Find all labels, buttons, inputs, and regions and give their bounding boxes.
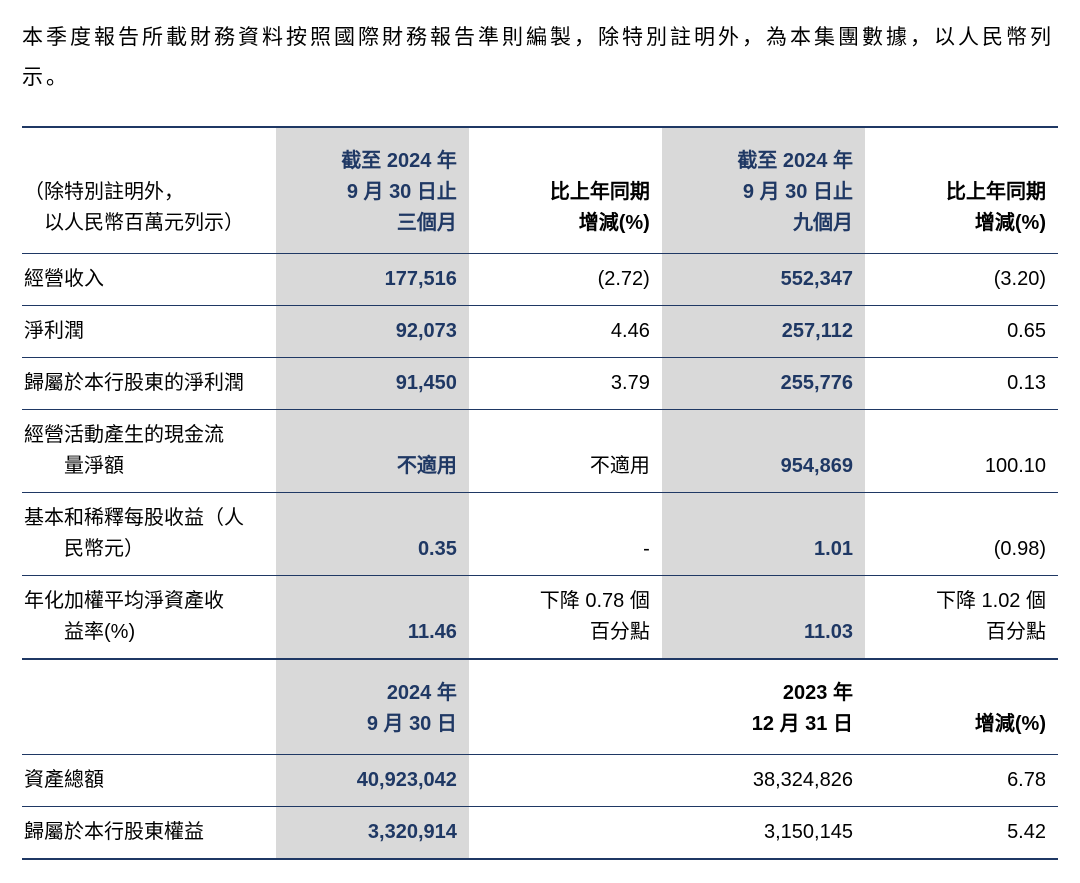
cell-3m-change: 不適用 <box>469 409 662 492</box>
cell-3m: 177,516 <box>276 253 469 305</box>
table-row: 經營收入 177,516 (2.72) 552,347 (3.20) <box>22 253 1058 305</box>
header-change: 增減(%) <box>865 659 1058 754</box>
row-label: 年化加權平均淨資產收 益率(%) <box>22 575 276 658</box>
header-label: （除特別註明外， 以人民幣百萬元列示） <box>22 128 276 253</box>
table-row: 經營活動產生的現金流 量淨額 不適用 不適用 954,869 100.10 <box>22 409 1058 492</box>
cell-empty <box>469 754 662 806</box>
cell-9m: 257,112 <box>662 305 865 357</box>
table-row: 年化加權平均淨資產收 益率(%) 11.46 下降 0.78 個 百分點 11.… <box>22 575 1058 658</box>
cell-change: 5.42 <box>865 806 1058 858</box>
cell-3m-change: (2.72) <box>469 253 662 305</box>
cell-9m-change: 0.13 <box>865 357 1058 409</box>
row-label: 經營收入 <box>22 253 276 305</box>
header-9m-change: 比上年同期 增減(%) <box>865 128 1058 253</box>
table1-header-row: （除特別註明外， 以人民幣百萬元列示） 截至 2024 年 9 月 30 日止 … <box>22 128 1058 253</box>
header-empty <box>469 659 662 754</box>
header-3m: 截至 2024 年 9 月 30 日止 三個月 <box>276 128 469 253</box>
row-label: 淨利潤 <box>22 305 276 357</box>
cell-9m: 552,347 <box>662 253 865 305</box>
cell-3m: 11.46 <box>276 575 469 658</box>
cell-9m: 255,776 <box>662 357 865 409</box>
table-row: 淨利潤 92,073 4.46 257,112 0.65 <box>22 305 1058 357</box>
cell-3m: 92,073 <box>276 305 469 357</box>
row-label: 歸屬於本行股東的淨利潤 <box>22 357 276 409</box>
cell-3m: 不適用 <box>276 409 469 492</box>
financial-table: （除特別註明外， 以人民幣百萬元列示） 截至 2024 年 9 月 30 日止 … <box>22 126 1058 860</box>
table-row: 基本和稀釋每股收益（人 民幣元） 0.35 - 1.01 (0.98) <box>22 492 1058 575</box>
header-label-empty <box>22 659 276 754</box>
cell-3m-change: - <box>469 492 662 575</box>
cell-9m-change: (3.20) <box>865 253 1058 305</box>
cell-2023: 38,324,826 <box>662 754 865 806</box>
cell-3m: 0.35 <box>276 492 469 575</box>
cell-3m-change: 4.46 <box>469 305 662 357</box>
row-label: 歸屬於本行股東權益 <box>22 806 276 858</box>
table-row: 歸屬於本行股東權益 3,320,914 3,150,145 5.42 <box>22 806 1058 858</box>
table2-header-row: 2024 年 9 月 30 日 2023 年 12 月 31 日 增減(%) <box>22 659 1058 754</box>
cell-9m: 11.03 <box>662 575 865 658</box>
row-label: 基本和稀釋每股收益（人 民幣元） <box>22 492 276 575</box>
header-9m: 截至 2024 年 9 月 30 日止 九個月 <box>662 128 865 253</box>
cell-9m-change: 0.65 <box>865 305 1058 357</box>
cell-2023: 3,150,145 <box>662 806 865 858</box>
cell-9m-change: 100.10 <box>865 409 1058 492</box>
header-3m-change: 比上年同期 增減(%) <box>469 128 662 253</box>
table-row: 資產總額 40,923,042 38,324,826 6.78 <box>22 754 1058 806</box>
cell-9m: 1.01 <box>662 492 865 575</box>
table-row: 歸屬於本行股東的淨利潤 91,450 3.79 255,776 0.13 <box>22 357 1058 409</box>
cell-empty <box>469 806 662 858</box>
intro-paragraph: 本季度報告所載財務資料按照國際財務報告準則編製，除特別註明外，為本集團數據，以人… <box>22 18 1058 98</box>
cell-3m: 91,450 <box>276 357 469 409</box>
row-label: 經營活動產生的現金流 量淨額 <box>22 409 276 492</box>
header-date-2024: 2024 年 9 月 30 日 <box>276 659 469 754</box>
cell-2024: 3,320,914 <box>276 806 469 858</box>
cell-3m-change: 下降 0.78 個 百分點 <box>469 575 662 658</box>
cell-9m-change: (0.98) <box>865 492 1058 575</box>
row-label: 資產總額 <box>22 754 276 806</box>
cell-9m: 954,869 <box>662 409 865 492</box>
cell-change: 6.78 <box>865 754 1058 806</box>
cell-3m-change: 3.79 <box>469 357 662 409</box>
cell-2024: 40,923,042 <box>276 754 469 806</box>
header-date-2023: 2023 年 12 月 31 日 <box>662 659 865 754</box>
cell-9m-change: 下降 1.02 個 百分點 <box>865 575 1058 658</box>
